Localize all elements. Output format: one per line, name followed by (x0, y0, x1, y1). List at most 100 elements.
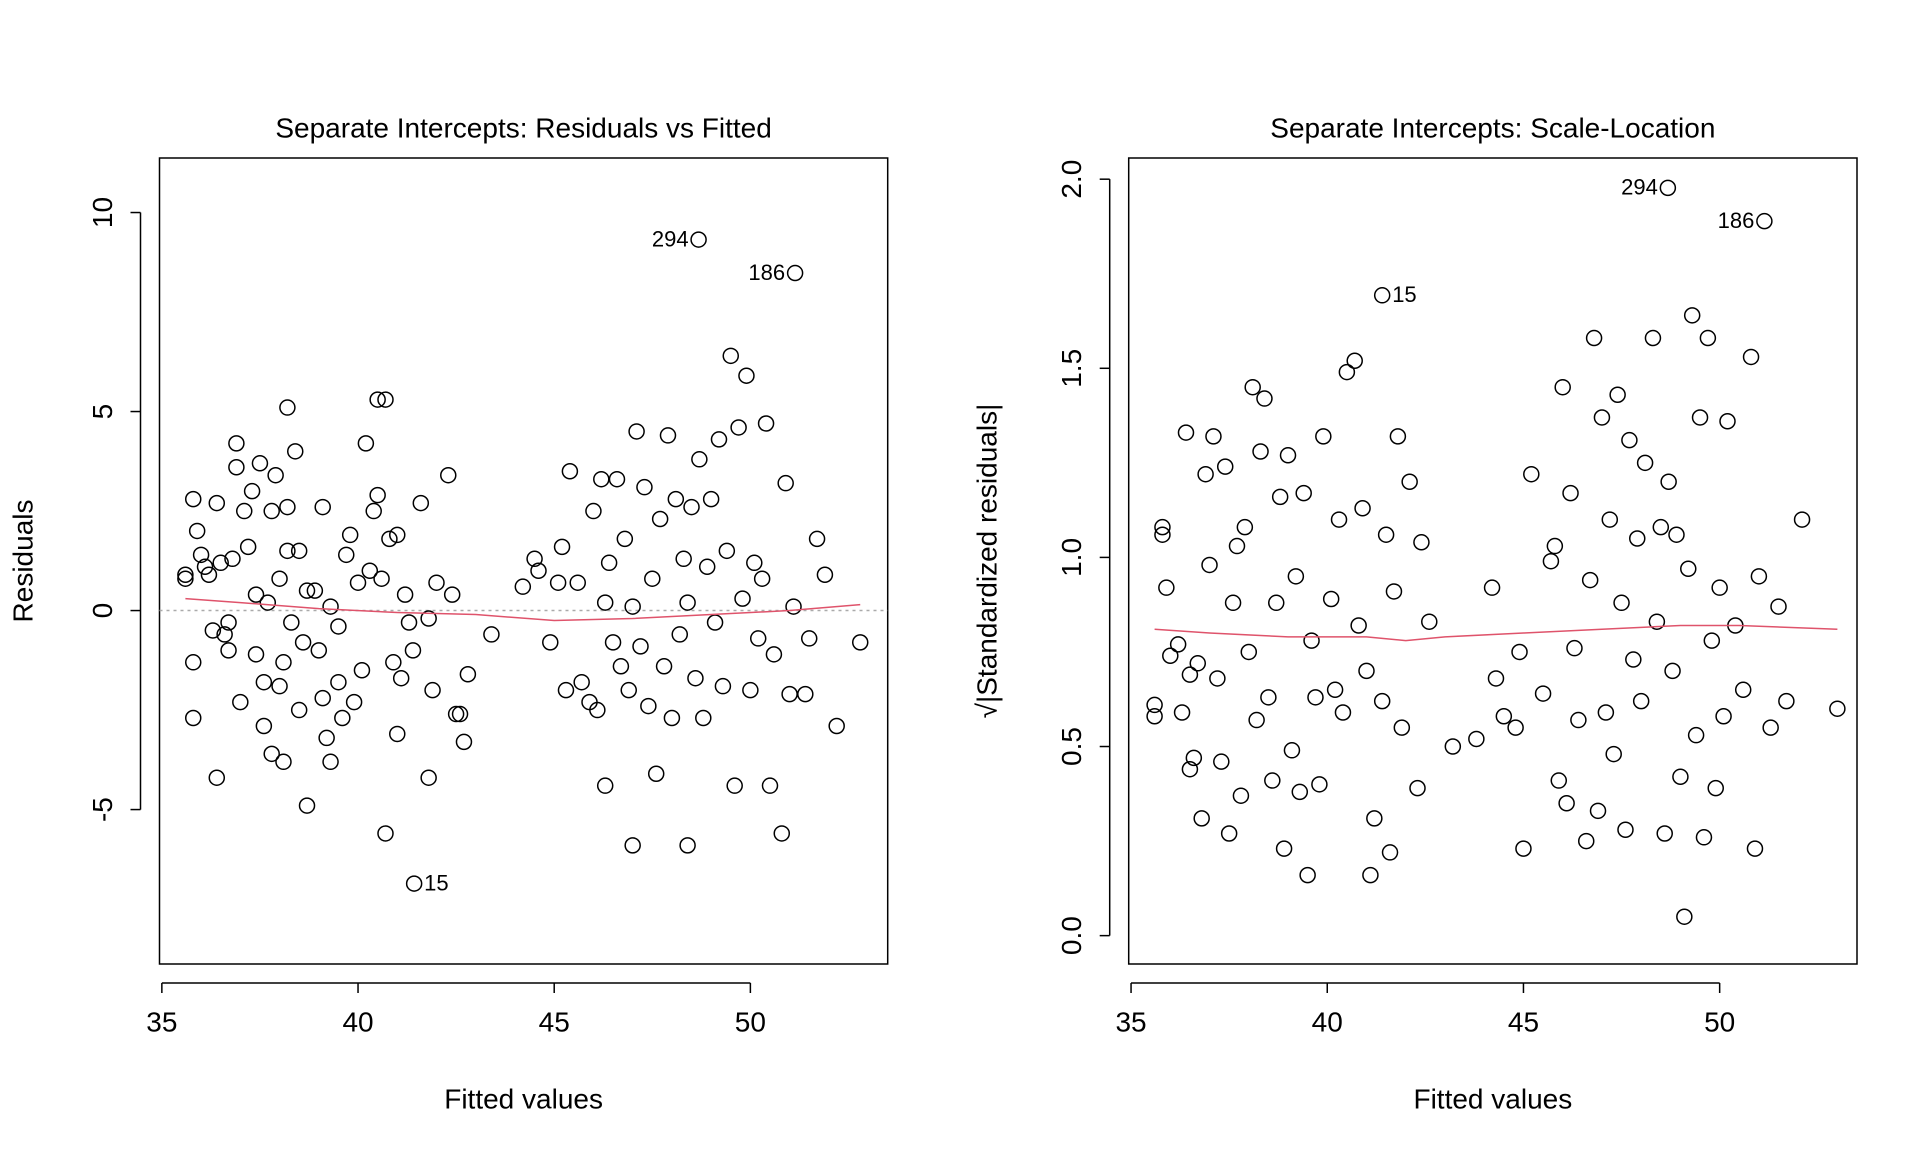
point (1287, 568, 1305, 585)
point (1232, 787, 1250, 804)
point (785, 598, 802, 615)
point (412, 494, 430, 512)
point (204, 622, 222, 639)
point (330, 673, 347, 691)
point (1668, 526, 1685, 543)
point (1778, 692, 1795, 710)
point (1715, 708, 1732, 725)
y-tick-label: 1.5 (1056, 349, 1087, 388)
point (294, 634, 312, 651)
point (353, 662, 371, 679)
point (318, 729, 335, 747)
point (730, 419, 747, 436)
point (628, 423, 645, 440)
point (1644, 329, 1662, 347)
point (459, 665, 477, 683)
point (235, 502, 253, 520)
point (1338, 363, 1356, 381)
x-tick-label: 40 (342, 1006, 373, 1037)
point (1303, 632, 1320, 649)
point-label: 15 (424, 870, 448, 895)
point (1652, 518, 1670, 536)
point (1181, 666, 1199, 683)
point (530, 562, 547, 580)
point (1205, 428, 1222, 445)
smooth-line (1154, 624, 1838, 642)
y-tick-label: 5 (87, 404, 118, 420)
point (1468, 730, 1485, 748)
point (753, 570, 771, 587)
point (1228, 537, 1246, 555)
point (1240, 643, 1258, 661)
point (251, 455, 269, 472)
point (232, 693, 249, 711)
point (1271, 488, 1289, 506)
point (1366, 810, 1383, 827)
point (1613, 594, 1630, 612)
x-axis-label: Fitted values (444, 1083, 603, 1114)
point (526, 550, 543, 568)
point (1322, 590, 1340, 608)
point (263, 745, 280, 763)
point (569, 574, 586, 591)
point (1672, 768, 1689, 786)
point (1291, 783, 1309, 801)
point (483, 626, 500, 643)
point (1687, 726, 1705, 744)
point (200, 566, 218, 583)
point (424, 681, 441, 699)
point (1589, 802, 1607, 820)
point (1201, 556, 1218, 574)
point (679, 594, 696, 611)
point (1236, 518, 1254, 536)
point (212, 554, 229, 572)
point (184, 654, 202, 671)
point (644, 570, 661, 587)
point (746, 554, 763, 572)
point (1699, 329, 1717, 347)
y-tick-label: 1.0 (1056, 538, 1087, 577)
point (400, 614, 418, 631)
point (377, 391, 394, 408)
point (1593, 409, 1611, 426)
point (1177, 424, 1195, 441)
point-label: 186 (1718, 208, 1755, 233)
y-axis-label: Residuals (7, 500, 38, 623)
point (1487, 670, 1505, 687)
point (604, 634, 622, 651)
point (1146, 696, 1163, 714)
point (220, 642, 237, 659)
point (184, 490, 202, 508)
point (177, 570, 194, 587)
point (1829, 700, 1846, 717)
x-tick-label: 45 (539, 1006, 570, 1037)
point (349, 574, 367, 591)
point (389, 526, 406, 544)
point (1248, 711, 1265, 729)
point (310, 642, 328, 659)
labeled-point (1373, 287, 1391, 304)
point (1401, 473, 1418, 491)
point (369, 486, 386, 504)
point (542, 634, 559, 651)
point (1154, 518, 1171, 536)
point (1742, 348, 1760, 366)
point (1550, 772, 1568, 789)
point (691, 451, 708, 468)
point (851, 634, 869, 651)
point (228, 459, 245, 476)
point (1252, 443, 1269, 460)
point (667, 490, 685, 508)
point (698, 558, 716, 576)
point (420, 610, 437, 627)
point (357, 435, 375, 452)
point (322, 753, 339, 771)
point (1350, 617, 1367, 634)
point (247, 646, 265, 663)
point (1334, 704, 1352, 721)
point (220, 614, 237, 631)
point (1330, 511, 1348, 528)
point (228, 435, 245, 452)
point (275, 753, 292, 771)
point (1224, 594, 1242, 612)
